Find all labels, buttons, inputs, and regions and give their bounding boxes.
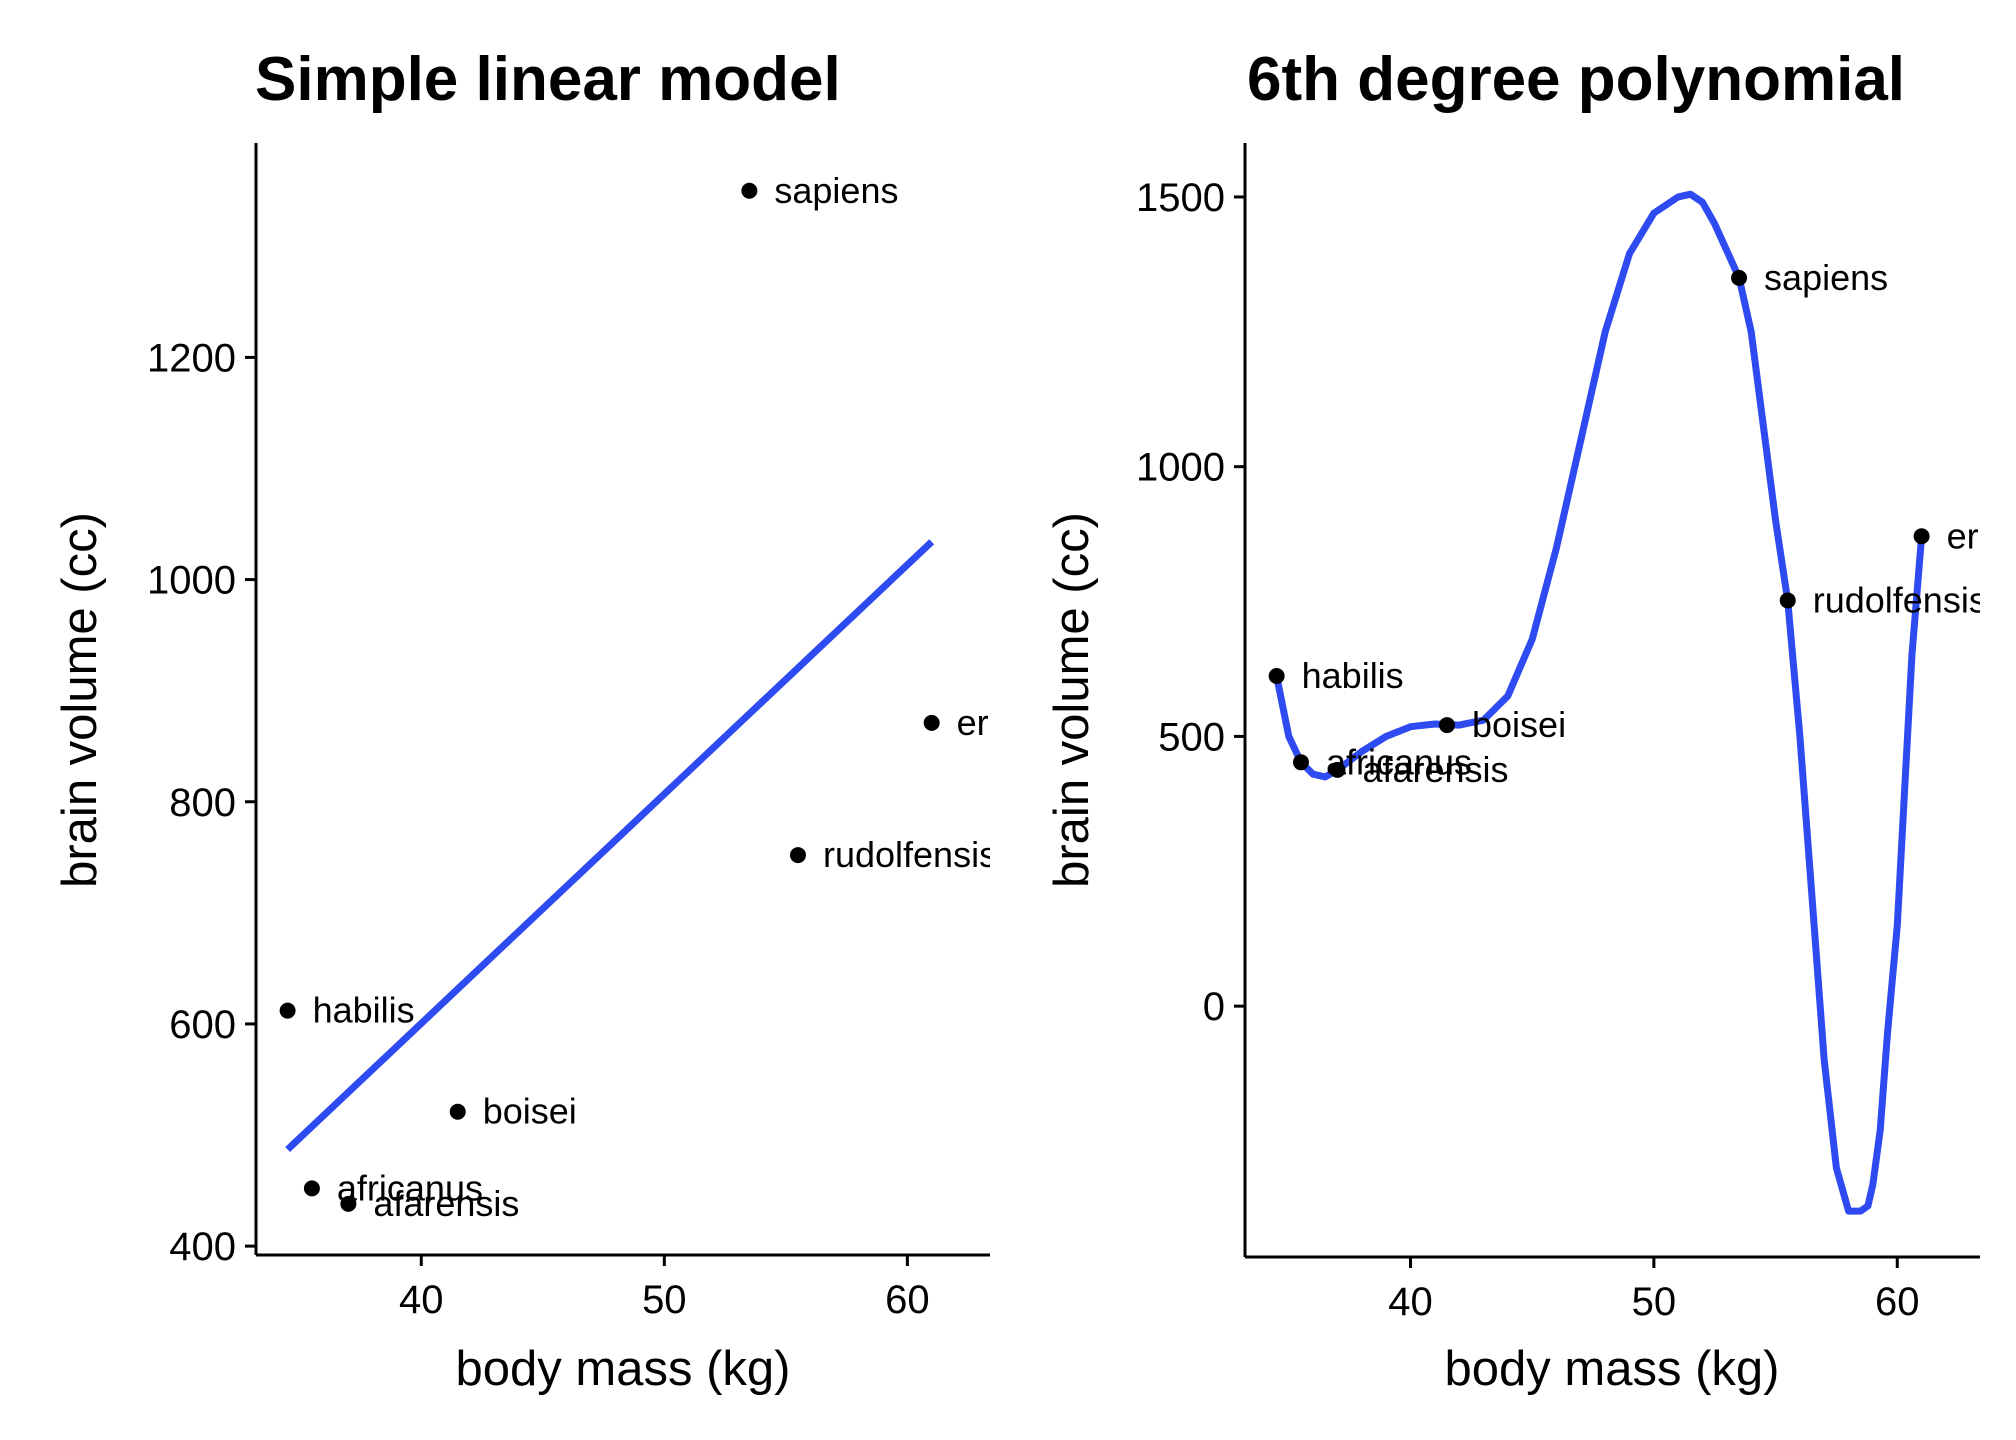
panel-linear-model: Simple linear model 40 50 60 400 600 800 1000…	[53, 45, 1089, 1396]
data-point-habilis	[279, 1002, 296, 1019]
y-tick-label: 1200	[147, 336, 236, 380]
point-label-boisei: boisei	[1472, 704, 1566, 745]
x-axis-title: body mass (kg)	[456, 1342, 791, 1396]
point-label-sapiens: sapiens	[1764, 257, 1888, 298]
x-tick-label: 40	[399, 1278, 444, 1322]
point-label-afarensis: afarensis	[373, 1183, 519, 1224]
fit-line	[285, 539, 935, 1153]
data-point-boisei	[1439, 717, 1456, 734]
point-label-rudolfensis: rudolfensis	[1813, 579, 1987, 620]
data-point-ergaster	[1913, 528, 1930, 545]
x-tick-label: 50	[1632, 1280, 1677, 1324]
y-tick-label: 1500	[1136, 176, 1225, 220]
y-tick-label: 400	[169, 1225, 236, 1269]
chart-title: Simple linear model	[255, 45, 841, 114]
point-label-rudolfensis: rudolfensis	[823, 834, 997, 875]
chart-title: 6th degree polynomial	[1247, 45, 1905, 114]
y-tick-label: 500	[1158, 715, 1225, 759]
data-point-sapiens	[741, 182, 758, 199]
data-point-afarensis	[340, 1195, 357, 1212]
x-tick-label: 40	[1388, 1280, 1433, 1324]
y-tick-label: 1000	[1136, 446, 1225, 490]
x-tick-label: 60	[1875, 1280, 1920, 1324]
point-label-habilis: habilis	[1302, 655, 1404, 696]
x-tick-label: 50	[642, 1278, 687, 1322]
point-label-africanus: africanus	[337, 1167, 483, 1208]
panel-polynomial-model: 6th degree polynomial 40 50 60 0 500 1000 150…	[1045, 45, 2016, 1396]
x-tick-label: 60	[885, 1278, 930, 1322]
point-label-ergaster: ergaster	[1947, 515, 2016, 556]
y-tick-label: 0	[1203, 985, 1225, 1029]
y-ticks: 400 600 800 1000 1200	[147, 336, 256, 1269]
point-label-boisei: boisei	[483, 1091, 577, 1132]
y-tick-label: 1000	[147, 559, 236, 603]
x-axis-title: body mass (kg)	[1445, 1342, 1780, 1396]
data-point-ergaster	[923, 714, 940, 731]
point-label-sapiens: sapiens	[774, 170, 898, 211]
data-point-sapiens	[1731, 269, 1748, 286]
data-point-rudolfensis	[789, 847, 806, 864]
fit-line	[1273, 190, 1926, 1215]
data-point-africanus	[303, 1180, 320, 1197]
point-label-habilis: habilis	[313, 990, 415, 1031]
y-ticks: 0 500 1000 1500	[1136, 176, 1245, 1029]
data-point-boisei	[449, 1103, 466, 1120]
data-point-afarensis	[1329, 761, 1346, 778]
data-point-habilis	[1268, 667, 1285, 684]
x-ticks: 40 50 60	[399, 1255, 930, 1322]
x-ticks: 40 50 60	[1388, 1257, 1920, 1324]
point-label-ergaster: ergaster	[957, 702, 1089, 743]
point-label-africanus: africanus	[1326, 741, 1472, 782]
y-tick-label: 800	[169, 781, 236, 825]
y-axis-title: brain volume (cc)	[53, 512, 107, 888]
data-point-rudolfensis	[1779, 592, 1796, 609]
data-point-africanus	[1292, 754, 1309, 771]
point-label-afarensis: afarensis	[1362, 749, 1508, 790]
y-tick-label: 600	[169, 1003, 236, 1047]
y-axis-title: brain volume (cc)	[1045, 512, 1099, 888]
